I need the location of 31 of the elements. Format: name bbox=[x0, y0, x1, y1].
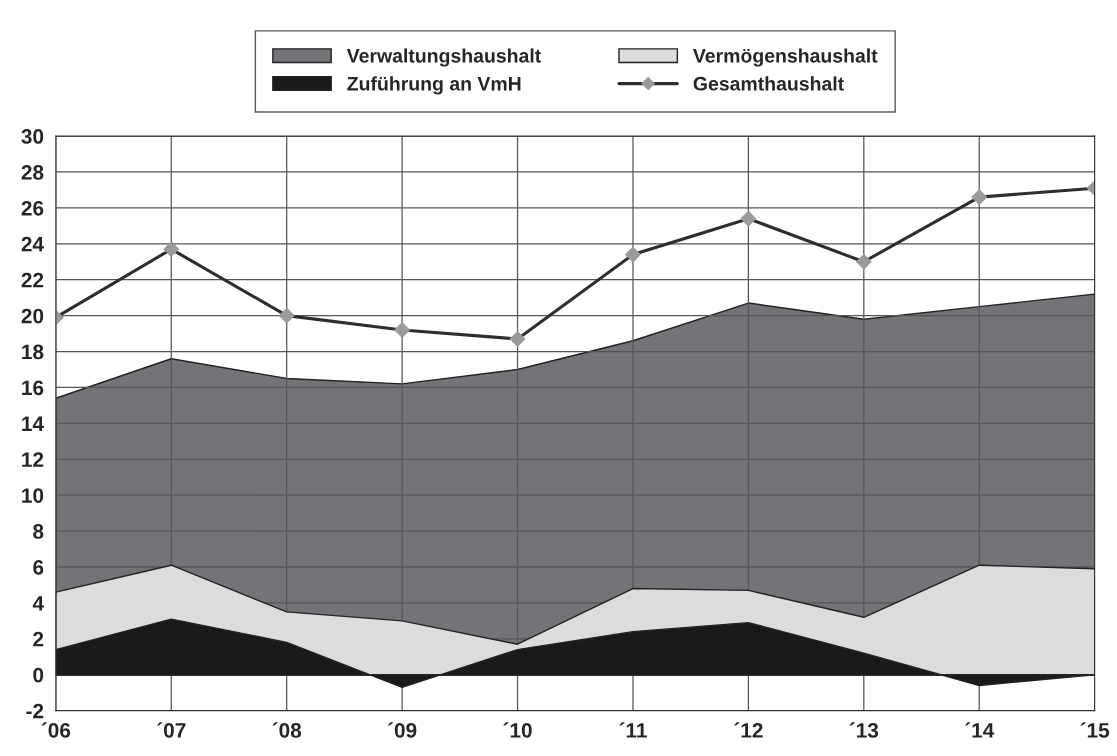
y-tick-label: 16 bbox=[22, 380, 44, 396]
y-tick-label: 14 bbox=[22, 416, 44, 431]
y-tick-label: 8 bbox=[33, 524, 44, 539]
y-tick-label: 10 bbox=[22, 488, 44, 503]
x-tick-label: ´10 bbox=[503, 722, 532, 738]
x-tick-label: ´14 bbox=[965, 722, 995, 738]
x-tick-label: ´13 bbox=[849, 722, 879, 738]
y-tick-label: 24 bbox=[21, 236, 44, 252]
y-tick-label: 22 bbox=[21, 272, 44, 288]
y-tick-label: 6 bbox=[33, 560, 44, 575]
x-tick-label: ´15 bbox=[1080, 722, 1110, 738]
y-tick-label: 26 bbox=[21, 200, 44, 216]
x-tick-label: ´11 bbox=[619, 722, 647, 738]
legend-label: Zuführung an VmH bbox=[347, 76, 521, 95]
x-tick-label: ´06 bbox=[41, 722, 71, 738]
legend-label: Gesamthaushalt bbox=[693, 76, 844, 91]
x-tick-label: ´08 bbox=[272, 722, 302, 738]
x-tick-label: ´12 bbox=[734, 722, 763, 738]
legend-label: Verwaltungshaushalt bbox=[346, 48, 541, 67]
x-tick-label: ´09 bbox=[387, 722, 417, 738]
y-tick-label: 20 bbox=[21, 308, 44, 324]
y-tick-label: 0 bbox=[33, 667, 44, 683]
y-tick-label: 2 bbox=[33, 631, 44, 647]
y-tick-label: 30 bbox=[21, 129, 44, 144]
x-tick-label: ´07 bbox=[157, 722, 186, 738]
y-tick-label: 4 bbox=[32, 596, 44, 611]
legend-label: Vermögenshaushalt bbox=[693, 48, 878, 67]
y-tick-label: 18 bbox=[22, 344, 44, 360]
y-tick-label: 12 bbox=[22, 452, 44, 467]
y-tick-label: 28 bbox=[21, 164, 44, 180]
y-tick-label: -2 bbox=[26, 703, 44, 719]
